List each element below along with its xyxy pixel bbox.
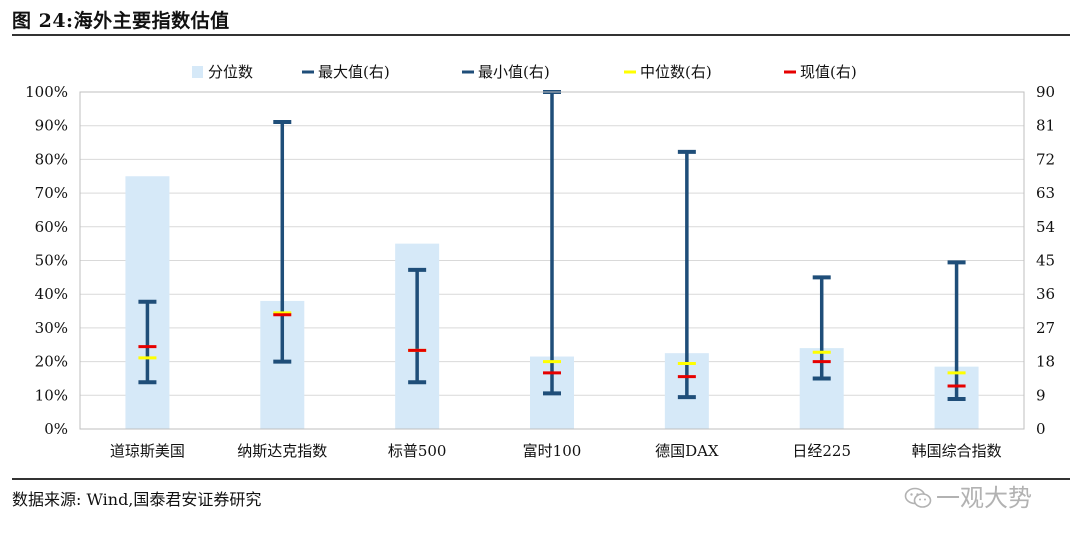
left-tick-label: 100% bbox=[25, 83, 68, 101]
plot-border bbox=[79, 91, 1025, 430]
left-tick-label: 20% bbox=[35, 353, 68, 371]
category-label: 德国DAX bbox=[655, 442, 719, 460]
category-label: 标普500 bbox=[388, 442, 447, 460]
title-rule bbox=[12, 34, 1070, 36]
right-tick-label: 9 bbox=[1036, 386, 1046, 404]
watermark-text: 一观大势 bbox=[936, 484, 1032, 512]
range-whiskers bbox=[138, 90, 966, 402]
right-tick-label: 81 bbox=[1036, 117, 1055, 135]
wechat-icon bbox=[904, 487, 932, 508]
category-label: 纳斯达克指数 bbox=[237, 442, 327, 460]
left-tick-label: 60% bbox=[35, 218, 68, 236]
category-label: 日经225 bbox=[792, 442, 851, 460]
category-label: 富时100 bbox=[523, 442, 582, 460]
legend-label: 分位数 bbox=[208, 63, 253, 81]
right-tick-label: 0 bbox=[1036, 420, 1046, 438]
source-note: 数据来源: Wind,国泰君安证券研究 bbox=[12, 490, 262, 509]
right-tick-label: 18 bbox=[1036, 353, 1055, 371]
valuation-chart: 分位数 最大值(右) 最小值(右) 中位数(右) 现值(右) 0% 10% 20% 30% 40… bbox=[25, 63, 1055, 460]
right-tick-label: 36 bbox=[1036, 285, 1055, 303]
right-tick-label: 45 bbox=[1036, 252, 1055, 270]
left-tick-label: 30% bbox=[35, 319, 68, 337]
legend-label: 现值(右) bbox=[800, 63, 857, 81]
watermark: 一观大势 bbox=[904, 478, 1032, 513]
right-tick-label: 27 bbox=[1036, 319, 1055, 337]
plot-frame bbox=[79, 91, 1025, 430]
right-tick-label: 90 bbox=[1036, 83, 1055, 101]
left-tick-label: 50% bbox=[35, 252, 68, 270]
left-tick-label: 0% bbox=[44, 420, 68, 438]
left-tick-label: 90% bbox=[35, 117, 68, 135]
left-axis-ticks: 0% 10% 20% 30% 40% 50% 60% 70% 80% 90% 100% bbox=[25, 83, 68, 438]
legend-label: 最大值(右) bbox=[318, 63, 390, 81]
footer-rule bbox=[12, 478, 1070, 480]
left-tick-label: 10% bbox=[35, 386, 68, 404]
category-label: 韩国综合指数 bbox=[912, 442, 1002, 460]
category-label: 道琼斯美国 bbox=[110, 442, 185, 460]
legend-label: 最小值(右) bbox=[478, 63, 550, 81]
legend-swatch-bar bbox=[192, 66, 203, 78]
right-tick-label: 63 bbox=[1036, 184, 1055, 202]
left-tick-label: 40% bbox=[35, 285, 68, 303]
right-tick-label: 54 bbox=[1036, 218, 1055, 236]
category-labels: 道琼斯美国 纳斯达克指数 标普500 富时100 德国DAX 日经225 韩国综合指数 bbox=[110, 442, 1002, 460]
legend-label: 中位数(右) bbox=[640, 63, 712, 81]
figure-title: 图 24:海外主要指数估值 bbox=[12, 10, 230, 32]
right-axis-ticks: 0 9 18 27 36 45 54 63 72 81 90 bbox=[1036, 83, 1055, 438]
legend: 分位数 最大值(右) 最小值(右) 中位数(右) 现值(右) bbox=[192, 63, 857, 81]
left-tick-label: 80% bbox=[35, 150, 68, 168]
right-tick-label: 72 bbox=[1036, 150, 1055, 168]
left-tick-label: 70% bbox=[35, 184, 68, 202]
